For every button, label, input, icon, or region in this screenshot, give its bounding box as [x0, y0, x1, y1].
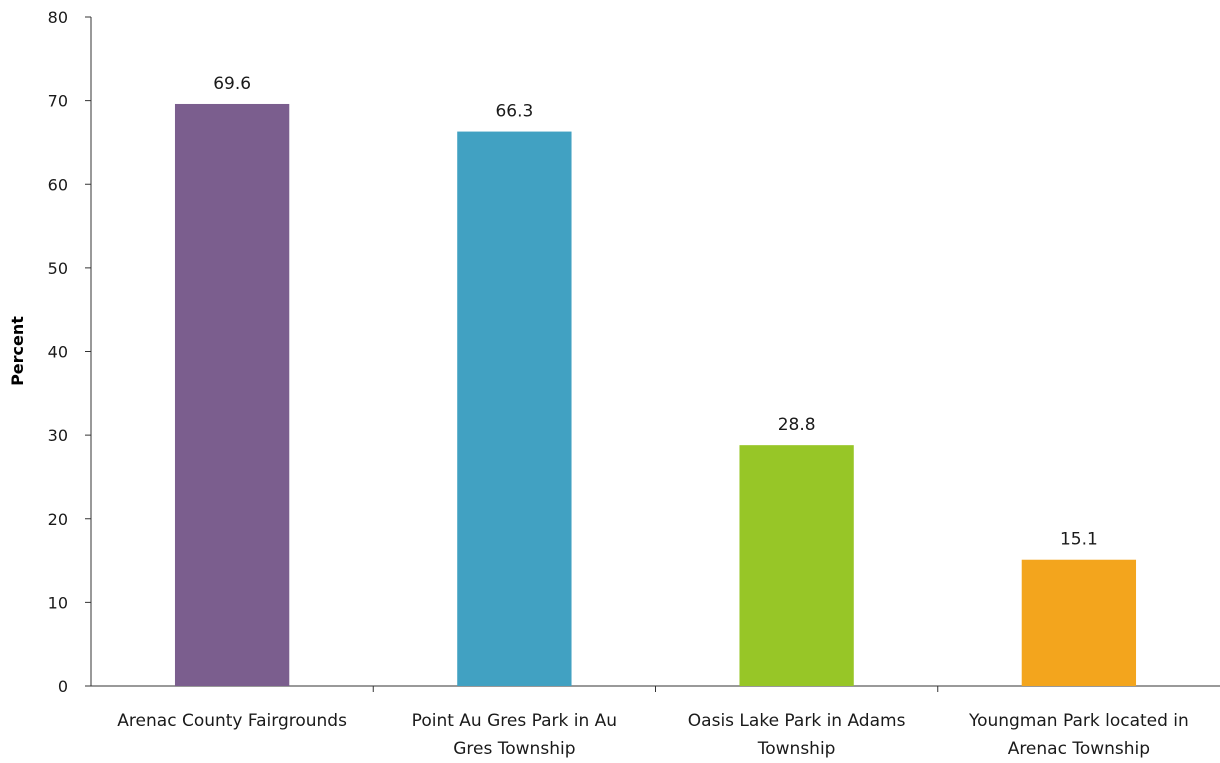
x-category-label: Township: [757, 739, 836, 759]
bar-value-label: 69.6: [213, 74, 251, 94]
x-ticks: [372, 686, 939, 692]
bar: [457, 131, 572, 686]
y-tick-label: 70: [48, 92, 68, 111]
y-tick-label: 40: [48, 343, 68, 362]
x-category-label: Oasis Lake Park in Adams: [688, 711, 906, 731]
bar-value-label: 66.3: [495, 102, 533, 122]
x-axis: Arenac County Fairgrounds Point Au Gres P…: [91, 685, 1220, 759]
data-labels: 69.6 66.3 28.8 15.1: [213, 74, 1098, 550]
y-tick-label: 30: [48, 426, 68, 445]
x-category-labels: Arenac County Fairgrounds Point Au Gres P…: [117, 711, 1189, 759]
y-tick-label: 80: [48, 8, 68, 27]
x-category-label: Gres Township: [453, 739, 575, 759]
bar: [739, 445, 854, 686]
bar-value-label: 28.8: [778, 415, 816, 435]
x-category-label: Arenac Township: [1008, 739, 1150, 759]
x-category-label: Point Au Gres Park in Au: [412, 711, 617, 731]
x-category-label: Arenac County Fairgrounds: [117, 711, 347, 731]
bar: [1021, 559, 1137, 686]
bar: [174, 103, 290, 687]
y-ticks: 0 10 20 30 40 50 60 70 80: [48, 8, 91, 696]
y-tick-label: 10: [48, 593, 68, 612]
bars: [174, 103, 1137, 687]
y-tick-label: 0: [58, 677, 68, 696]
y-axis-label: Percent: [8, 316, 27, 386]
bar-value-label: 15.1: [1060, 530, 1098, 550]
y-tick-label: 50: [48, 259, 68, 278]
y-axis: 0 10 20 30 40 50 60 70 80 Percent: [8, 8, 92, 696]
x-category-label: Youngman Park located in: [968, 711, 1189, 731]
y-tick-label: 60: [48, 175, 68, 194]
y-tick-label: 20: [48, 510, 68, 529]
